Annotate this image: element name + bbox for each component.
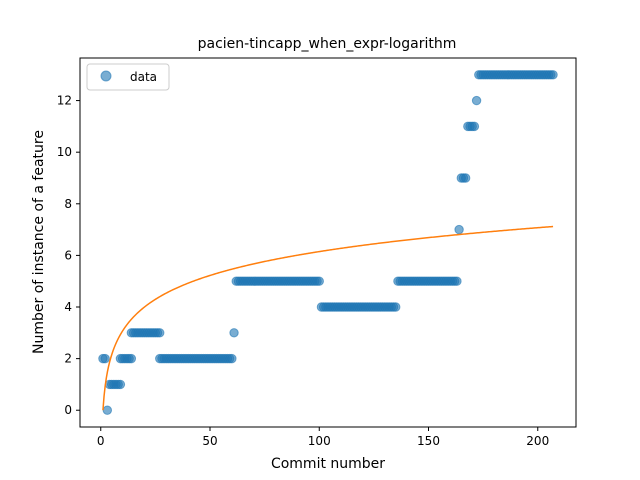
data-point xyxy=(469,121,480,132)
y-axis: 0 2 4 6 8 10 12 xyxy=(57,94,80,417)
plot-area xyxy=(98,70,558,415)
data-point xyxy=(102,405,113,415)
y-tick-label: 12 xyxy=(57,94,72,108)
y-tick-label: 4 xyxy=(64,300,72,314)
data-point xyxy=(548,70,558,80)
legend-marker xyxy=(100,70,112,82)
y-tick-label: 10 xyxy=(57,145,72,159)
chart-title: pacien-tincapp_when_expr-logarithm xyxy=(198,36,457,52)
x-axis-label: Commit number xyxy=(271,456,385,472)
x-tick-label: 0 xyxy=(97,434,105,448)
fit-line xyxy=(102,225,554,411)
data-point xyxy=(227,353,237,364)
data-point xyxy=(314,276,324,286)
data-point xyxy=(115,379,126,390)
x-tick-label: 200 xyxy=(526,434,549,448)
x-tick-label: 150 xyxy=(417,434,440,448)
data-point xyxy=(460,173,471,183)
legend-label: data xyxy=(130,70,157,84)
data-point xyxy=(391,302,401,312)
x-tick-label: 50 xyxy=(202,434,217,448)
data-point xyxy=(100,353,110,364)
y-tick-label: 2 xyxy=(64,352,72,366)
legend: data xyxy=(86,63,170,91)
data-point xyxy=(471,95,482,106)
data-point xyxy=(454,224,464,235)
x-tick-label: 100 xyxy=(308,434,331,448)
axes-frame xyxy=(79,57,577,428)
data-point xyxy=(126,353,137,364)
y-tick-label: 8 xyxy=(64,197,72,211)
y-axis-label: Number of instance of a feature xyxy=(31,130,47,354)
data-point xyxy=(452,276,462,286)
data-point xyxy=(229,328,239,338)
y-tick-label: 0 xyxy=(64,403,72,417)
x-axis: 0 50 100 150 200 xyxy=(97,427,549,448)
data-point xyxy=(155,328,165,338)
y-tick-label: 6 xyxy=(64,248,72,262)
legend-box xyxy=(86,63,170,91)
